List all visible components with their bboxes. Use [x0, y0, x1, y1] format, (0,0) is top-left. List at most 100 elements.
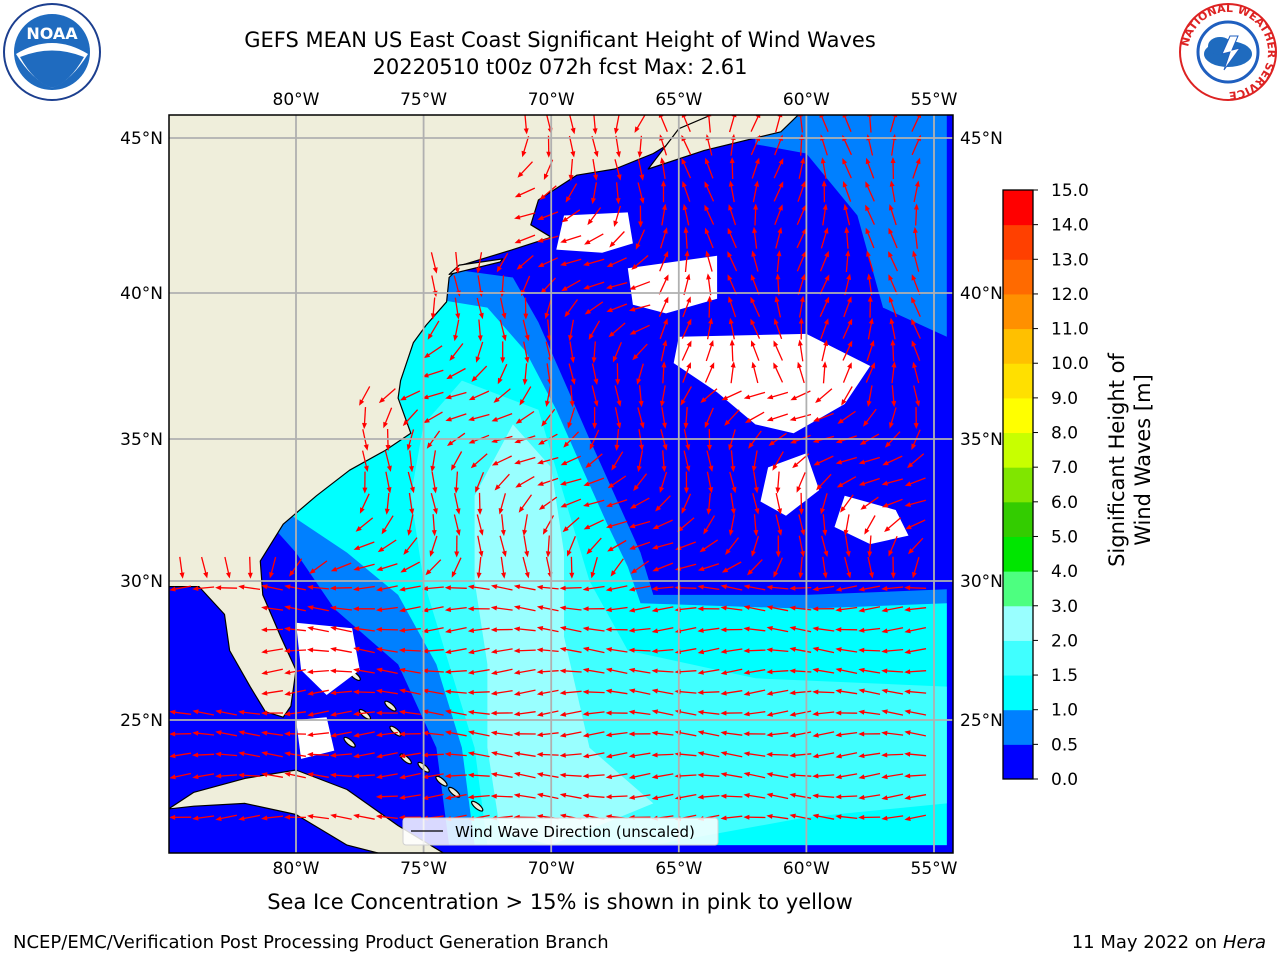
wave-arrow-head	[858, 774, 865, 780]
wave-arrow-head	[513, 648, 520, 654]
wave-arrow-head	[261, 710, 268, 716]
wave-arrow-head	[431, 530, 437, 537]
wave-arrow-head	[352, 773, 360, 779]
wave-arrow-head	[247, 572, 253, 579]
wave-arrow-head	[820, 157, 826, 164]
wave-arrow-head	[307, 605, 314, 611]
wave-arrow-head	[812, 711, 819, 717]
wave-arrow-head	[284, 691, 291, 696]
lat-label-left: 35°N	[120, 430, 163, 450]
wave-arrow-head	[697, 794, 704, 800]
wave-arrow-head	[513, 584, 521, 590]
wave-arrow-head	[845, 551, 851, 558]
bahamas-island-5	[448, 786, 461, 798]
wave-arrow-head	[773, 571, 779, 578]
wave-arrow-head	[215, 730, 222, 736]
wave-arrow-head	[881, 628, 888, 634]
wave-arrow-head	[812, 689, 819, 695]
wave-arrow-head	[501, 572, 506, 579]
wave-arrow-head	[766, 605, 773, 611]
wave-arrow-head	[238, 709, 245, 715]
wave-arrow-head	[582, 813, 590, 819]
wave-arrow-head	[869, 572, 874, 579]
wave-arrow-head	[720, 751, 727, 756]
wave-arrow-head	[846, 273, 852, 280]
wave-arrow-head	[501, 550, 507, 558]
wave-arrow-head	[522, 379, 528, 386]
colorbar-segment	[1003, 501, 1033, 537]
wave-arrow-head	[697, 709, 704, 715]
wave-arrow-head	[845, 250, 851, 257]
wave-arrow-head	[513, 626, 520, 632]
wave-arrow-head	[569, 401, 575, 408]
wave-arrow-head	[730, 466, 736, 473]
wave-arrow-head	[660, 157, 665, 164]
wave-arrow-head	[570, 356, 575, 364]
wave-arrow-head	[561, 216, 569, 223]
wave-arrow-head	[774, 295, 780, 303]
wave-arrow-head	[637, 151, 643, 158]
wave-arrow-head	[375, 710, 382, 716]
wave-arrow-head	[789, 668, 796, 674]
wave-arrow-head	[446, 374, 453, 380]
wave-arrow-head	[858, 459, 866, 465]
wave-arrow-head	[192, 752, 199, 758]
wave-arrow-head	[729, 157, 735, 164]
wave-arrow-head	[751, 361, 757, 369]
wave-arrow-head	[652, 566, 659, 572]
wave-arrow-head	[569, 572, 575, 579]
wave-arrow-head	[681, 158, 687, 165]
wave-arrow-head	[605, 688, 612, 694]
wave-arrow-head	[582, 711, 589, 717]
wave-arrow-head	[468, 730, 475, 736]
wave-arrow-head	[651, 648, 658, 654]
wave-arrow-head	[652, 524, 659, 530]
wave-arrow-head	[720, 815, 727, 821]
wave-arrow-head	[743, 814, 750, 820]
sea-ice-note: Sea Ice Concentration > 15% is shown in …	[267, 890, 853, 914]
wave-arrow-head	[169, 753, 176, 759]
bahamas-island-7	[435, 775, 448, 787]
colorbar-title: Significant Height of Wind Waves [m]	[1105, 353, 1155, 567]
wave-arrow-head	[661, 466, 667, 473]
wave-arrow-head	[651, 586, 658, 591]
wave-arrow-head	[564, 311, 571, 318]
wave-arrow-head	[490, 793, 497, 799]
wave-arrow-head	[409, 508, 415, 515]
wave-arrow-head	[521, 150, 527, 158]
wave-arrow-head	[423, 352, 431, 359]
wave-arrow-head	[513, 731, 520, 737]
lat-label-left: 30°N	[120, 572, 163, 592]
wave-arrow-head	[662, 227, 668, 234]
wave-arrow-head	[821, 180, 827, 187]
wave-arrow-head	[399, 688, 406, 694]
wave-arrow-head	[628, 709, 635, 715]
wave-arrow-head	[663, 296, 669, 304]
wave-arrow-head	[584, 309, 592, 315]
wave-arrow-head	[812, 626, 819, 632]
wave-arrow-head	[812, 773, 819, 779]
wave-arrow-head	[812, 667, 819, 673]
wave-arrow-head	[570, 151, 576, 158]
wave-arrow-head	[639, 444, 644, 451]
wave-arrow-head	[912, 361, 917, 369]
wave-arrow-head	[685, 444, 691, 451]
colorbar-tick-label: 14.0	[1051, 216, 1089, 236]
wave-arrow-head	[913, 226, 918, 234]
wave-arrow-head	[801, 250, 806, 258]
wave-arrow-head	[766, 711, 773, 717]
wave-arrow-head	[215, 816, 222, 821]
lat-label-left: 40°N	[120, 284, 163, 304]
wave-arrow-head	[904, 607, 911, 612]
wave-arrow-head	[559, 668, 566, 674]
wave-arrow-head	[430, 313, 436, 320]
wave-arrow-head	[513, 793, 521, 798]
wave-arrow-head	[881, 795, 888, 801]
wave-arrow-head	[766, 647, 773, 653]
wave-arrow-head	[628, 306, 636, 312]
wave-arrow-head	[453, 334, 459, 342]
wave-arrow-head	[491, 670, 498, 675]
wave-arrow-head	[835, 774, 842, 780]
wave-arrow-head	[468, 395, 476, 401]
